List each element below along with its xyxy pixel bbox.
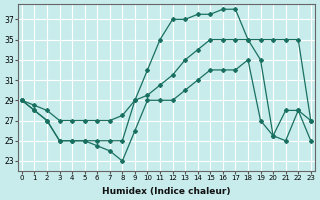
X-axis label: Humidex (Indice chaleur): Humidex (Indice chaleur) xyxy=(102,187,231,196)
